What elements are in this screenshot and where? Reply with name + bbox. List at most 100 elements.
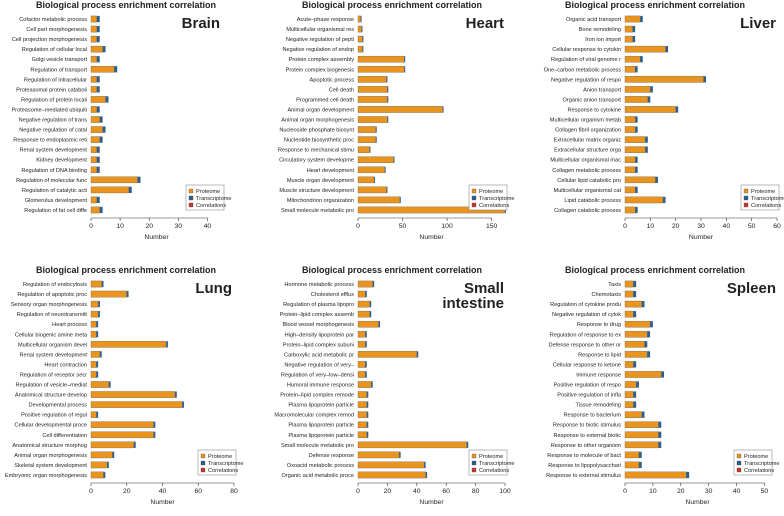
category-label: Proteasomal protein cataboli	[16, 87, 87, 93]
category-label: Regulation of neurotransmitt	[17, 312, 88, 318]
bar-proteome	[90, 441, 135, 449]
bar-proteome	[624, 361, 634, 368]
category-label: Negative regulation of trans	[19, 118, 88, 124]
bar-proteome	[357, 96, 388, 103]
legend-label: Correlations	[479, 203, 509, 209]
legend-swatch-proteome	[188, 188, 194, 194]
bar-transcriptome	[99, 136, 103, 143]
bar-transcriptome	[650, 321, 653, 328]
legend-swatch-correlations	[743, 202, 749, 208]
x-tick-label: 40	[733, 488, 741, 495]
x-tick-label: 60	[442, 488, 450, 495]
legend-label: Proteome	[744, 454, 768, 460]
bar-transcriptome	[424, 461, 426, 469]
category-label: Anatomical structure develop	[15, 393, 87, 399]
bar-proteome	[90, 106, 97, 113]
bar-proteome	[90, 461, 108, 469]
bar-transcriptome	[466, 441, 469, 448]
bar-transcriptome	[365, 290, 367, 298]
bar-transcriptome	[635, 66, 638, 73]
bar-transcriptome	[635, 166, 638, 173]
bar-transcriptome	[633, 290, 637, 298]
bar-proteome	[357, 431, 367, 439]
bar-proteome	[90, 310, 99, 318]
category-label: Chemotaxis	[591, 292, 621, 298]
bar-transcriptome	[96, 411, 99, 418]
bar-transcriptome	[360, 15, 362, 23]
bar-proteome	[90, 421, 154, 428]
category-label: Anatomical structure morphog	[12, 443, 87, 449]
legend-label: Correlations	[208, 468, 238, 474]
chart-panel-heart: Biological process enrichment correlatio…	[278, 0, 515, 241]
category-label: Response to mechanical stimu	[278, 148, 354, 154]
bar-transcriptome	[647, 351, 651, 358]
bar-transcriptome	[633, 391, 637, 398]
bar-proteome	[624, 106, 676, 113]
category-label: Regulation of cytokine produ	[550, 302, 621, 308]
category-label: Proteasome–mediated ubiquiti	[11, 107, 87, 113]
bar-proteome	[624, 391, 634, 398]
bar-transcriptome	[404, 66, 406, 73]
bar-transcriptome	[374, 176, 375, 183]
bar-proteome	[357, 280, 373, 288]
x-tick-label: 0	[356, 488, 360, 495]
bar-proteome	[624, 421, 659, 428]
category-label: Response to drug	[577, 322, 621, 328]
category-label: Small molecule metabolic pro	[281, 208, 354, 214]
category-label: Bone remodeling	[579, 27, 621, 33]
category-label: Kidney development	[36, 158, 87, 164]
bar-transcriptome	[658, 431, 662, 438]
bar-proteome	[90, 15, 97, 23]
bar-transcriptome	[632, 25, 636, 33]
bar-transcriptome	[658, 421, 662, 428]
bar-proteome	[90, 136, 100, 143]
bar-transcriptome	[96, 331, 99, 338]
x-tick-label: 50	[399, 223, 407, 230]
category-label: Cell death	[329, 87, 354, 93]
x-axis-title: Number	[150, 499, 175, 506]
category-label: Circulatory system developme	[279, 158, 354, 164]
bar-transcriptome	[375, 126, 377, 133]
category-label: Regulation of apoptotic proc	[17, 292, 87, 298]
bar-transcriptome	[633, 401, 637, 408]
tissue-label: Lung	[195, 280, 232, 297]
bar-proteome	[90, 341, 167, 348]
category-label: Multicellular organismal cat	[554, 188, 622, 194]
category-label: Protein–lipid complex remode	[280, 393, 354, 399]
bar-transcriptome	[387, 86, 389, 93]
bar-proteome	[357, 146, 370, 153]
category-label: Negative regulation of endop	[282, 47, 354, 53]
bar-transcriptome	[641, 411, 645, 418]
category-label: Sensory organ morphogenesis	[11, 302, 87, 308]
bar-proteome	[357, 106, 443, 113]
bar-transcriptome	[635, 156, 638, 163]
bar-proteome	[357, 351, 417, 358]
category-label: Skeletal system development	[14, 463, 87, 469]
x-tick-label: 150	[486, 223, 498, 230]
bar-proteome	[90, 66, 115, 73]
bar-proteome	[90, 401, 183, 408]
category-label: Cellular response to ketone	[553, 362, 621, 368]
bar-transcriptome	[635, 116, 638, 123]
bar-transcriptome	[375, 136, 377, 143]
category-label: Cell part morphogenesis	[26, 27, 87, 33]
bar-transcriptome	[99, 351, 102, 358]
x-tick-label: 40	[204, 223, 212, 230]
legend-label: Transcriptome	[479, 196, 515, 202]
category-label: Cellular biogenic amine meta	[15, 332, 88, 338]
category-label: Organic acid metabolic proce	[282, 473, 354, 479]
bar-proteome	[90, 431, 154, 439]
legend-label: Transcriptome	[744, 461, 780, 467]
bar-proteome	[357, 310, 370, 318]
category-label: Tissue remodeling	[576, 403, 622, 409]
category-label: Humoral immune response	[287, 383, 354, 389]
bar-proteome	[357, 290, 366, 298]
category-label: Carboxylic acid metabolic pr	[284, 352, 354, 358]
category-label: Response to bacterium	[563, 413, 621, 419]
category-label: Organic anion transport	[563, 97, 622, 103]
bar-transcriptome	[647, 96, 651, 103]
bar-transcriptome	[114, 66, 118, 73]
legend-swatch-proteome	[736, 453, 742, 459]
